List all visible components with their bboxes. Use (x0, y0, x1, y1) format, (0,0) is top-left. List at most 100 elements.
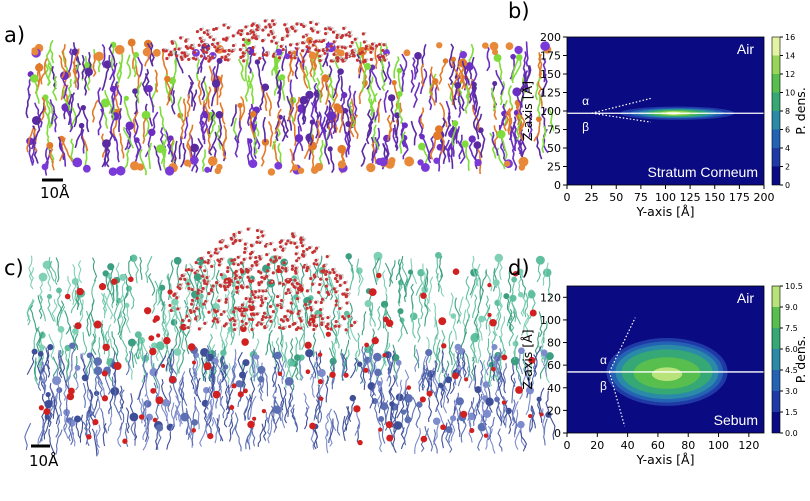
lipid-chain (416, 405, 420, 428)
water-hydrogen (298, 42, 300, 44)
atom (275, 49, 282, 56)
lipid-chain (466, 276, 469, 300)
atom (497, 130, 506, 139)
lipid-chain (71, 139, 73, 161)
atom (518, 157, 528, 167)
atom (509, 295, 516, 302)
lipid-chain (129, 289, 134, 310)
atom (305, 349, 313, 357)
atom (192, 360, 196, 364)
water-hydrogen (263, 322, 265, 324)
water-hydrogen (195, 56, 197, 58)
atom (337, 49, 344, 56)
atom (364, 343, 369, 348)
water-hydrogen (314, 282, 316, 284)
lipid-chain (459, 93, 461, 117)
water-hydrogen (270, 263, 272, 265)
atom (212, 79, 220, 87)
y-tick-label: 75 (547, 124, 561, 137)
lipid-chain (246, 60, 247, 82)
water-hydrogen (227, 55, 229, 57)
lipid-chain (235, 425, 241, 451)
lipid-chain (118, 311, 121, 335)
y-tick-label: 25 (547, 161, 561, 174)
water-hydrogen (172, 309, 174, 311)
lipid-chain (190, 82, 192, 107)
lipid-chain (192, 423, 195, 446)
water-hydrogen (288, 27, 290, 29)
water-hydrogen (267, 315, 269, 317)
water-hydrogen (353, 41, 355, 43)
atom (328, 146, 333, 151)
lipid-chain (143, 118, 146, 144)
water-hydrogen (306, 264, 308, 266)
colorbar-band (772, 56, 780, 75)
atom (305, 91, 313, 99)
lipid-chain (81, 354, 85, 378)
lipid-chain (439, 61, 446, 84)
lipid-chain (361, 143, 366, 166)
water-hydrogen (172, 50, 174, 52)
water-hydrogen (280, 265, 282, 267)
atom (74, 415, 81, 422)
lipid-chain (473, 256, 477, 281)
atom (114, 362, 122, 370)
water-hydrogen (267, 297, 269, 299)
atom (128, 277, 134, 283)
lipid-chain (205, 286, 207, 310)
atom (294, 354, 301, 361)
water-hydrogen (181, 283, 183, 285)
water-hydrogen (296, 56, 298, 58)
water-hydrogen (210, 310, 212, 312)
water-hydrogen (236, 258, 238, 260)
atom (207, 433, 213, 439)
lipid-chain (509, 411, 512, 434)
water-hydrogen (297, 269, 299, 271)
lipid-chain (27, 352, 34, 375)
water-hydrogen (302, 236, 304, 238)
water-hydrogen (272, 319, 274, 321)
atom (285, 377, 294, 386)
atom (396, 360, 402, 366)
lipid-chain (134, 132, 138, 157)
atom (146, 414, 153, 421)
x-tick-label: 75 (634, 191, 648, 204)
colorbar-band (772, 307, 780, 328)
atom (243, 389, 248, 394)
lipid-chain (232, 413, 238, 435)
water-hydrogen (292, 43, 294, 45)
water-hydrogen (305, 253, 307, 255)
water-hydrogen (328, 277, 330, 279)
water-hydrogen (226, 49, 228, 51)
atom (451, 313, 457, 319)
lipid-chain (119, 108, 121, 132)
water-hydrogen (356, 37, 358, 39)
atom (119, 274, 126, 281)
water-hydrogen (262, 295, 264, 297)
lipid-chain (453, 316, 456, 340)
atom (382, 353, 386, 357)
atom (483, 410, 491, 418)
lipid-chain (391, 260, 395, 283)
lipid-chain (378, 100, 380, 123)
water-hydrogen (218, 309, 220, 311)
water-hydrogen (287, 291, 289, 293)
water-hydrogen (262, 271, 264, 273)
lipid-chain (168, 274, 170, 300)
water-hydrogen (335, 287, 337, 289)
water-hydrogen (231, 277, 233, 279)
water-hydrogen (344, 59, 346, 61)
lipid-chain (175, 141, 177, 166)
water-hydrogen (216, 251, 218, 253)
atom (258, 376, 265, 383)
water-hydrogen (222, 313, 224, 315)
water-hydrogen (385, 43, 387, 45)
lipid-chain (514, 335, 518, 360)
atom (143, 48, 152, 57)
lipid-chain (180, 136, 182, 159)
water-hydrogen (318, 22, 320, 24)
atom (94, 321, 102, 329)
water-hydrogen (339, 59, 341, 61)
water-hydrogen (195, 309, 197, 311)
atom (39, 344, 44, 349)
